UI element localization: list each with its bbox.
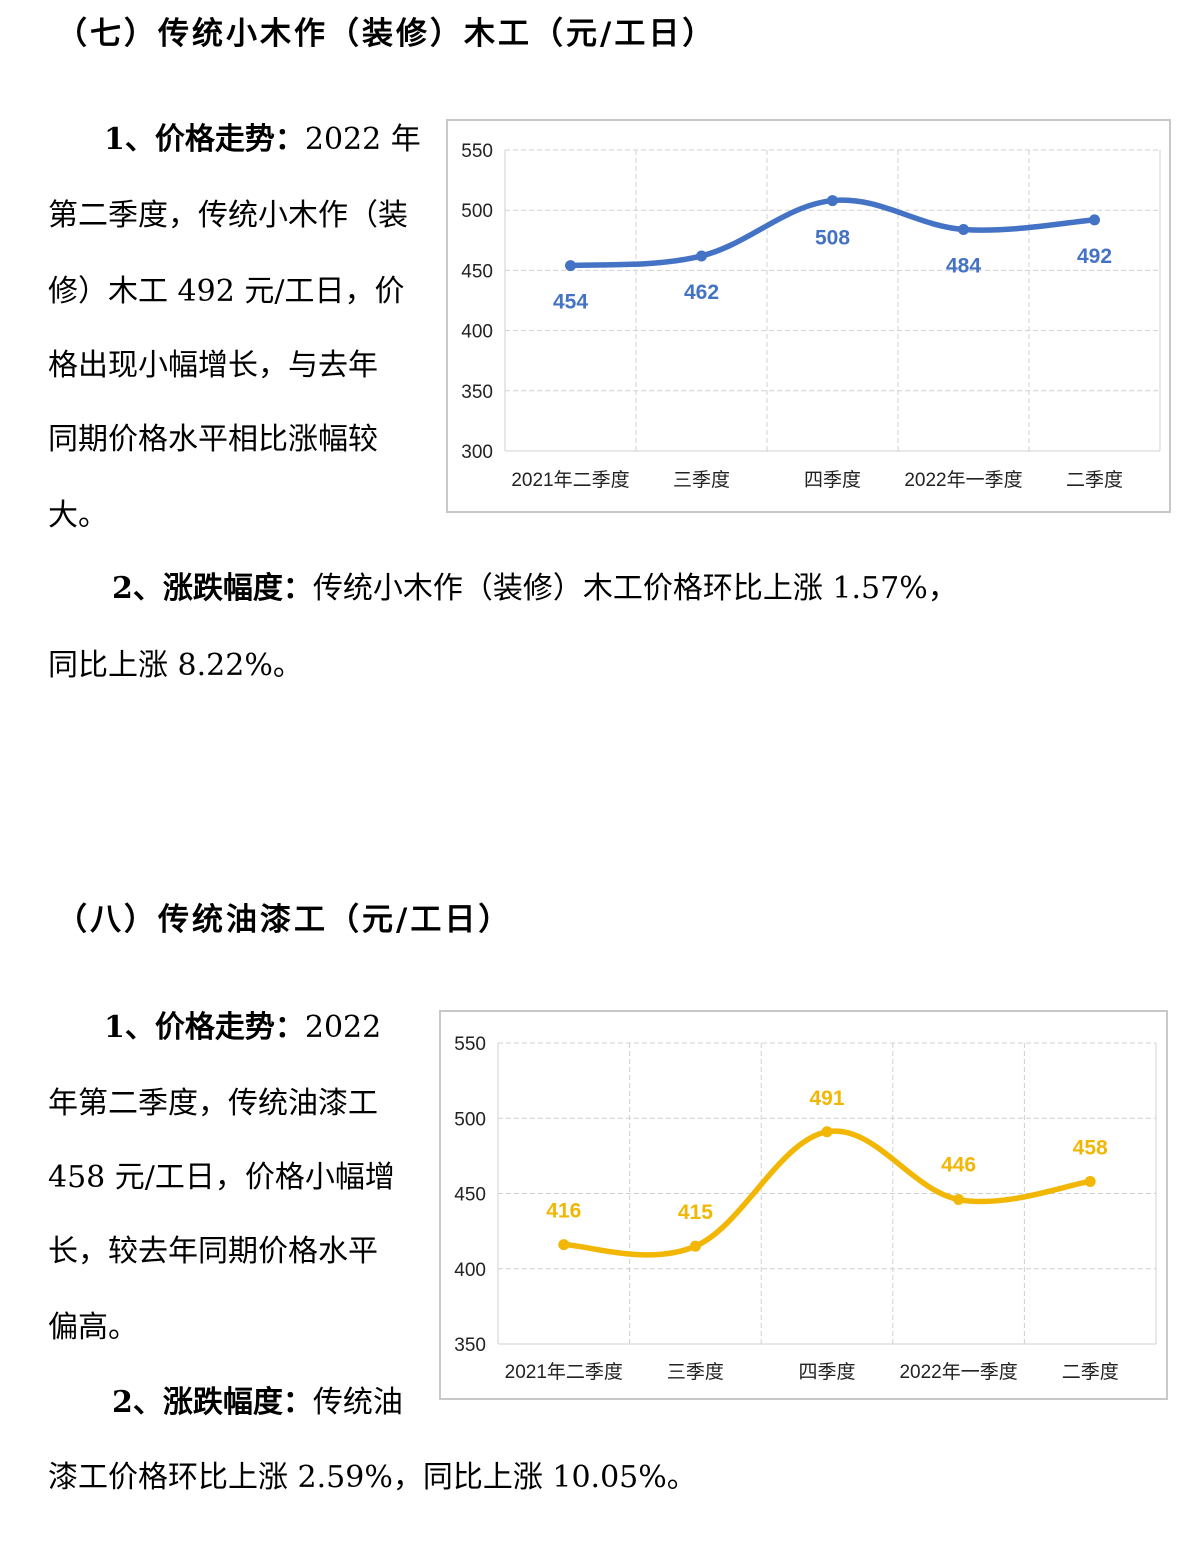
section8-chart-svg: 550 500 450 400 350 416 2021年二季度 415 三季度 491 四季度 44… — [454, 1034, 1157, 1383]
x-tick-label: 三季度 — [673, 469, 730, 491]
section7-change-line2: 同比上涨 8.22%。 — [48, 648, 303, 683]
section8-trend-line: 年第二季度，传统油漆工 — [48, 1086, 378, 1121]
data-point — [958, 223, 969, 235]
data-point — [696, 250, 707, 262]
section8-trend-line: 长，较去年同期价格水平 — [48, 1234, 378, 1269]
x-tick-label: 四季度 — [798, 1361, 855, 1383]
y-tick-label: 550 — [461, 141, 493, 162]
y-tick-label: 500 — [461, 201, 493, 222]
data-label: 508 — [815, 227, 850, 250]
section7-trend-line: 2022 年 — [304, 122, 421, 157]
section8-change-label: 2、涨跌幅度： — [112, 1385, 313, 1420]
data-label: 462 — [684, 281, 719, 304]
y-tick-label: 500 — [454, 1109, 486, 1130]
x-tick-label: 2022年一季度 — [899, 1361, 1017, 1383]
x-tick-label: 2022年一季度 — [904, 469, 1022, 491]
x-tick-label: 四季度 — [804, 469, 861, 491]
section7-change-label: 2、涨跌幅度： — [112, 571, 313, 606]
section8-trend-line: 458 元/工日，价格小幅增 — [48, 1160, 395, 1195]
section7-change-line1: 传统小木作（装修）木工价格环比上涨 1.57%， — [312, 571, 958, 606]
x-tick-label: 2021年二季度 — [505, 1361, 623, 1383]
gridlines — [504, 149, 1161, 452]
section7-trend-label: 1、价格走势： — [104, 122, 305, 157]
y-tick-label: 550 — [454, 1034, 486, 1055]
data-label: 484 — [946, 254, 981, 277]
section7-trend-line: 修）木工 492 元/工日，价 — [48, 274, 405, 309]
y-tick-label: 450 — [461, 261, 493, 282]
section8-trend-line: 2022 — [304, 1010, 382, 1045]
section8-change-line2: 漆工价格环比上涨 2.59%，同比上涨 10.05%。 — [48, 1460, 697, 1495]
series-line — [561, 1128, 1093, 1258]
section7-chart: 550 500 450 400 350 300 454 2021年二季度 462 三季度 508 四季… — [446, 119, 1171, 513]
section7-chart-svg: 550 500 450 400 350 300 454 2021年二季度 462 三季度 508 四季… — [461, 141, 1161, 491]
data-point — [565, 260, 576, 272]
data-point — [1084, 1175, 1096, 1187]
section8-trend-label: 1、价格走势： — [104, 1010, 305, 1045]
x-tick-label: 二季度 — [1066, 469, 1123, 491]
data-point — [1089, 214, 1100, 226]
y-tick-label: 400 — [454, 1260, 486, 1281]
x-tick-label: 二季度 — [1062, 1361, 1119, 1383]
data-label: 454 — [553, 291, 588, 314]
y-tick-label: 450 — [454, 1185, 486, 1206]
data-label: 491 — [809, 1087, 844, 1110]
y-tick-label: 350 — [454, 1335, 486, 1356]
data-point — [689, 1240, 701, 1252]
y-tick-label: 350 — [461, 382, 493, 403]
section8-chart: 550 500 450 400 350 416 2021年二季度 415 三季度 491 四季度 44… — [439, 1010, 1168, 1400]
data-point — [558, 1239, 570, 1251]
data-point — [821, 1126, 833, 1138]
section7-trend-line: 大。 — [48, 498, 108, 533]
x-tick-label: 三季度 — [667, 1361, 724, 1383]
section8-change-line1: 传统油 — [312, 1385, 403, 1420]
x-tick-label: 2021年二季度 — [511, 469, 629, 491]
section7-change-text: 2、涨跌幅度：传统小木作（装修）木工价格环比上涨 1.57%， — [112, 563, 958, 607]
data-label: 458 — [1073, 1136, 1108, 1159]
data-label: 416 — [546, 1200, 581, 1223]
data-point — [827, 195, 838, 207]
y-tick-label: 300 — [461, 442, 493, 463]
section7-trend-line: 第二季度，传统小木作（装 — [48, 198, 408, 233]
data-label: 446 — [941, 1154, 976, 1177]
data-label: 415 — [678, 1201, 713, 1224]
data-label: 492 — [1077, 245, 1112, 268]
section7-heading: （七）传统小木作（装修）木工（元/工日） — [56, 16, 717, 52]
y-tick-label: 400 — [461, 322, 493, 343]
section8-trend-line: 偏高。 — [48, 1310, 138, 1345]
section7-trend-line: 格出现小幅增长，与去年 — [48, 348, 378, 383]
section8-heading: （八）传统油漆工（元/工日） — [56, 902, 513, 938]
section7-trend-line: 同期价格水平相比涨幅较 — [48, 422, 378, 457]
data-point — [953, 1194, 965, 1206]
